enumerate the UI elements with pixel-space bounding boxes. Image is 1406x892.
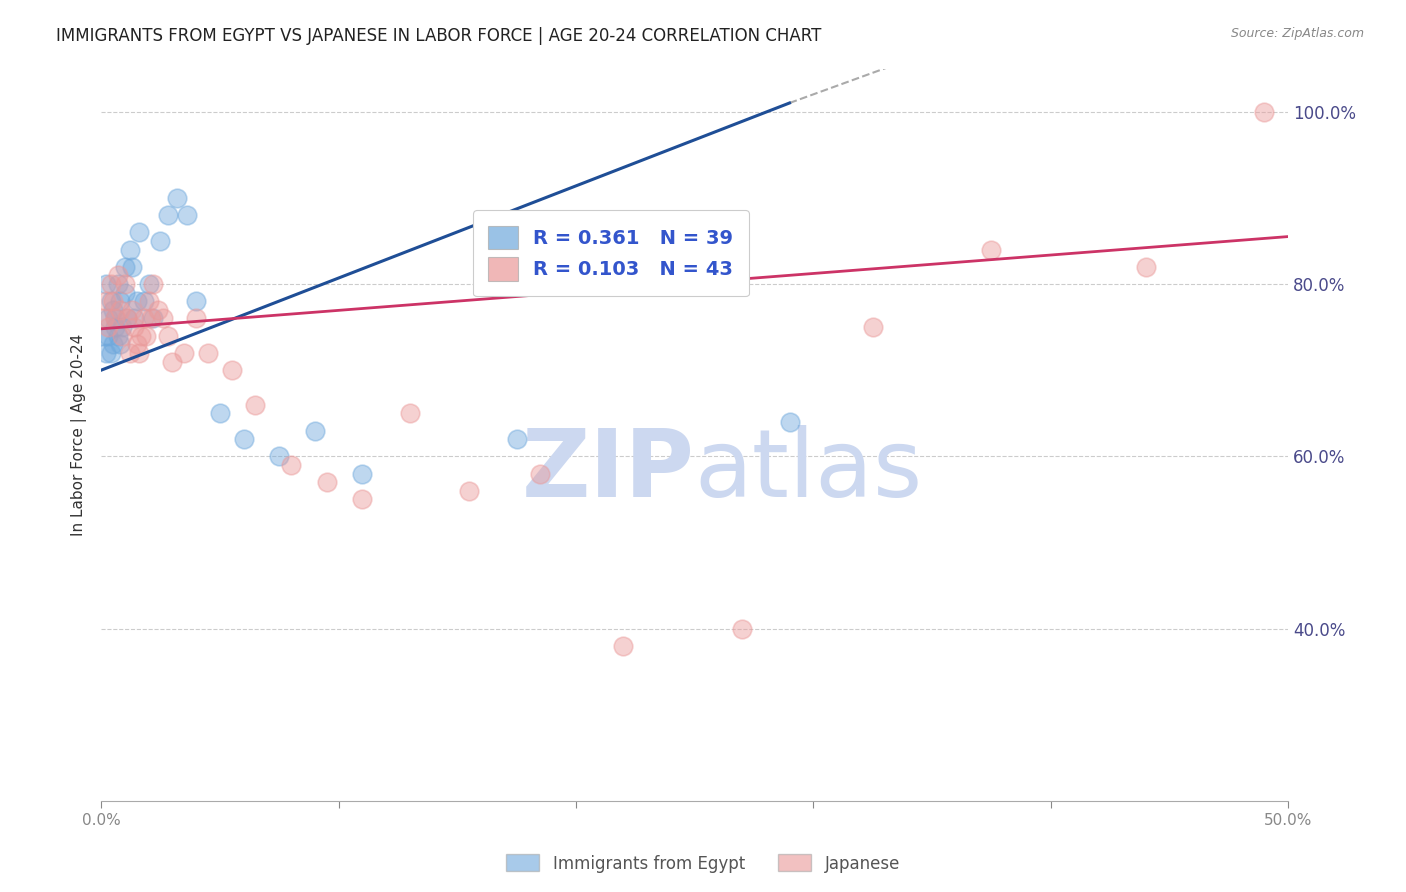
Point: [124, 311, 146, 326]
Point: [114, 260, 136, 274]
Point: [104, 311, 127, 326]
Text: atlas: atlas: [695, 425, 922, 517]
Point: [100, 346, 122, 360]
Point: [114, 277, 136, 291]
Point: [352, 492, 374, 507]
Point: [862, 320, 884, 334]
Point: [152, 311, 174, 326]
Point: [398, 406, 420, 420]
Text: Source: ZipAtlas.com: Source: ZipAtlas.com: [1230, 27, 1364, 40]
Point: [94, 277, 117, 291]
Point: [315, 475, 337, 490]
Point: [115, 311, 138, 326]
Point: [505, 432, 527, 446]
Point: [104, 311, 127, 326]
Point: [458, 483, 481, 498]
Point: [208, 406, 231, 420]
Point: [118, 346, 141, 360]
Point: [149, 234, 172, 248]
Point: [108, 302, 131, 317]
Legend: Immigrants from Egypt, Japanese: Immigrants from Egypt, Japanese: [499, 847, 907, 880]
Point: [731, 622, 754, 636]
Point: [111, 328, 134, 343]
Point: [779, 415, 801, 429]
Point: [107, 268, 129, 283]
Point: [184, 294, 207, 309]
Point: [156, 328, 179, 343]
Point: [176, 208, 198, 222]
Point: [93, 328, 115, 343]
Point: [118, 243, 141, 257]
Point: [1135, 260, 1157, 274]
Point: [245, 398, 267, 412]
Point: [352, 467, 374, 481]
Point: [108, 337, 131, 351]
Point: [94, 294, 117, 309]
Point: [173, 346, 195, 360]
Point: [138, 294, 160, 309]
Legend: R = 0.361   N = 39, R = 0.103   N = 43: R = 0.361 N = 39, R = 0.103 N = 43: [472, 211, 748, 296]
Point: [132, 311, 155, 326]
Point: [125, 337, 148, 351]
Y-axis label: In Labor Force | Age 20-24: In Labor Force | Age 20-24: [72, 334, 87, 536]
Point: [101, 302, 124, 317]
Point: [139, 311, 162, 326]
Point: [107, 328, 129, 343]
Point: [128, 346, 150, 360]
Point: [100, 294, 122, 309]
Point: [94, 346, 117, 360]
Point: [107, 277, 129, 291]
Point: [529, 467, 551, 481]
Point: [166, 191, 188, 205]
Point: [97, 311, 120, 326]
Point: [132, 294, 155, 309]
Point: [97, 320, 120, 334]
Point: [269, 450, 291, 464]
Point: [131, 328, 153, 343]
Point: [93, 311, 115, 326]
Point: [280, 458, 302, 472]
Point: [197, 346, 219, 360]
Point: [146, 302, 169, 317]
Point: [304, 424, 326, 438]
Point: [162, 354, 184, 368]
Point: [128, 225, 150, 239]
Point: [97, 328, 120, 343]
Point: [142, 311, 165, 326]
Point: [980, 243, 1002, 257]
Point: [121, 260, 143, 274]
Point: [114, 285, 136, 300]
Point: [232, 432, 254, 446]
Point: [121, 302, 143, 317]
Point: [138, 277, 160, 291]
Text: IMMIGRANTS FROM EGYPT VS JAPANESE IN LABOR FORCE | AGE 20-24 CORRELATION CHART: IMMIGRANTS FROM EGYPT VS JAPANESE IN LAB…: [56, 27, 821, 45]
Point: [142, 277, 165, 291]
Point: [156, 208, 179, 222]
Point: [1253, 104, 1275, 119]
Point: [111, 320, 134, 334]
Point: [184, 311, 207, 326]
Point: [115, 311, 138, 326]
Point: [124, 320, 146, 334]
Point: [100, 277, 122, 291]
Point: [135, 328, 157, 343]
Point: [612, 639, 634, 653]
Point: [108, 294, 131, 309]
Point: [101, 337, 124, 351]
Point: [125, 294, 148, 309]
Point: [101, 294, 124, 309]
Text: ZIP: ZIP: [522, 425, 695, 517]
Point: [221, 363, 243, 377]
Point: [104, 320, 127, 334]
